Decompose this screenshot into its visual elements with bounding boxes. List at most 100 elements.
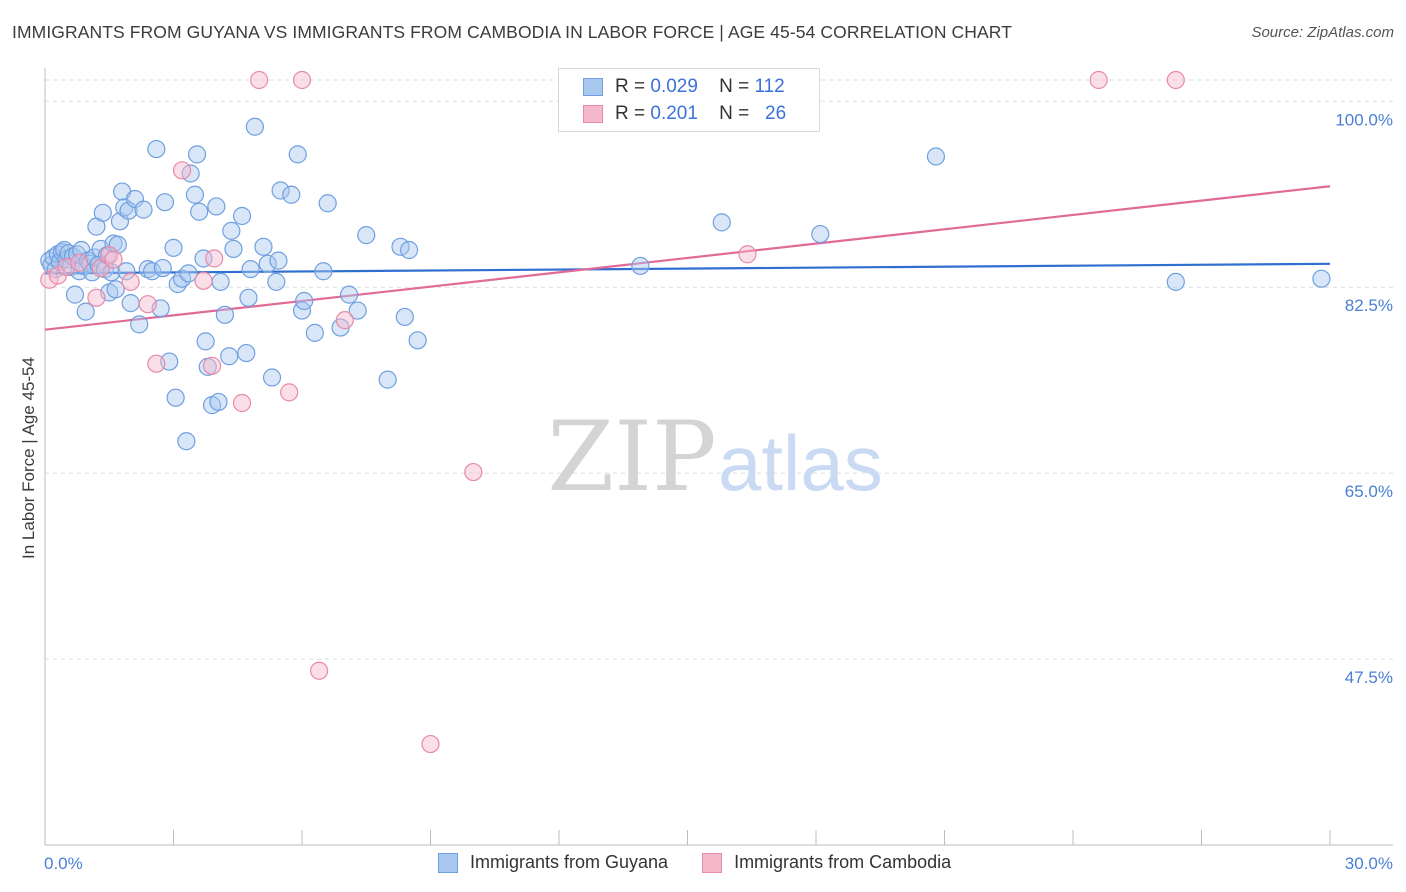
- data-point: [269, 251, 288, 270]
- data-point: [164, 238, 183, 257]
- data-point: [224, 239, 243, 259]
- series-label-guyana: Immigrants from Guyana: [470, 852, 669, 872]
- data-point: [245, 117, 264, 136]
- data-point: [280, 383, 299, 402]
- trend-lines: [44, 185, 1331, 331]
- trend-line-cambodia: [44, 185, 1331, 331]
- data-point: [292, 70, 312, 90]
- stats-legend: R = 0.029 N = 112 R = 0.201 N = 26: [558, 68, 820, 132]
- data-point: [106, 280, 125, 299]
- data-point: [187, 145, 207, 164]
- legend-n-value-guyana: 112: [754, 76, 785, 97]
- legend-swatch-guyana: [583, 78, 603, 96]
- data-point: [232, 393, 252, 413]
- data-point: [87, 288, 106, 307]
- data-point: [70, 253, 89, 272]
- series-points-cambodia: [40, 70, 1185, 754]
- data-point: [177, 432, 196, 451]
- data-point: [399, 240, 419, 260]
- series-legend-guyana[interactable]: Immigrants from Guyana: [438, 852, 668, 873]
- data-point: [119, 201, 138, 220]
- data-point: [282, 185, 301, 204]
- data-point: [926, 147, 946, 166]
- series-legend: Immigrants from Guyana Immigrants from C…: [438, 852, 985, 873]
- x-tick-max: 30.0%: [1345, 854, 1393, 873]
- y-axis-label: In Labor Force | Age 45-54: [19, 357, 38, 559]
- data-point: [91, 258, 110, 278]
- watermark-atlas: atlas: [718, 419, 883, 507]
- data-point: [222, 221, 241, 240]
- y-tick-label-2: 82.5%: [1345, 296, 1393, 315]
- data-point: [318, 194, 337, 213]
- data-point: [211, 272, 230, 291]
- data-point: [205, 249, 224, 268]
- data-point: [40, 270, 59, 289]
- data-point: [130, 315, 149, 334]
- data-point: [1166, 272, 1185, 291]
- legend-n-label: N =: [719, 76, 750, 97]
- source-credit: Source: ZipAtlas.com: [1251, 24, 1394, 41]
- data-point: [241, 260, 260, 279]
- series-swatch-guyana: [438, 852, 458, 873]
- data-point: [271, 181, 290, 200]
- data-point: [340, 285, 359, 304]
- series-legend-cambodia[interactable]: Immigrants from Cambodia: [702, 852, 951, 873]
- data-point: [155, 193, 175, 212]
- y-tick-label-0: 47.5%: [1345, 668, 1393, 687]
- data-point: [166, 388, 185, 407]
- data-point: [631, 256, 650, 276]
- watermark: ZIP atlas: [547, 401, 882, 513]
- data-point: [811, 224, 830, 244]
- data-point: [314, 262, 333, 281]
- data-point: [117, 262, 136, 281]
- data-point: [138, 295, 157, 314]
- y-tick-labels: 47.5% 65.0% 82.5% 100.0%: [1335, 110, 1393, 687]
- axes: [44, 68, 1393, 846]
- series-label-cambodia: Immigrants from Cambodia: [734, 852, 952, 872]
- data-point: [232, 206, 252, 226]
- data-point: [348, 301, 367, 320]
- data-point: [395, 307, 414, 327]
- data-point: [207, 197, 226, 216]
- data-point: [93, 203, 112, 222]
- data-point: [142, 262, 162, 281]
- y-tick-label-3: 100.0%: [1335, 110, 1393, 129]
- data-point: [1089, 70, 1108, 90]
- data-point: [357, 226, 376, 245]
- data-point: [104, 250, 123, 269]
- data-point: [237, 343, 256, 363]
- data-point: [121, 272, 140, 291]
- data-point: [408, 331, 427, 350]
- data-point: [147, 139, 166, 159]
- legend-n-value-cambodia: 26: [765, 103, 787, 124]
- data-point: [288, 145, 307, 164]
- legend-r-label: R =: [615, 76, 646, 97]
- data-point: [179, 264, 198, 283]
- data-point: [202, 356, 222, 375]
- data-point: [76, 302, 95, 321]
- legend-row-cambodia: R = 0.201 N = 26: [583, 101, 786, 127]
- legend-r-value-cambodia: 0.201: [650, 103, 698, 124]
- data-points: [40, 70, 1331, 754]
- data-point: [254, 237, 273, 256]
- watermark-zip: ZIP: [547, 401, 716, 513]
- gridlines: [45, 79, 1393, 660]
- x-tick-min: 0.0%: [44, 854, 83, 873]
- series-swatch-cambodia: [702, 852, 723, 873]
- data-point: [335, 311, 354, 330]
- data-point: [185, 185, 205, 204]
- data-point: [712, 213, 731, 232]
- data-point: [134, 200, 153, 219]
- data-point: [194, 249, 213, 268]
- data-point: [1166, 70, 1185, 90]
- legend-r-label: R =: [615, 103, 646, 124]
- data-point: [147, 354, 166, 373]
- data-point: [239, 288, 258, 307]
- data-point: [305, 323, 324, 342]
- trend-line-guyana: [44, 262, 1331, 275]
- legend-swatch-cambodia: [583, 105, 603, 123]
- data-point: [220, 347, 239, 366]
- data-point: [196, 332, 215, 351]
- data-point: [172, 161, 192, 180]
